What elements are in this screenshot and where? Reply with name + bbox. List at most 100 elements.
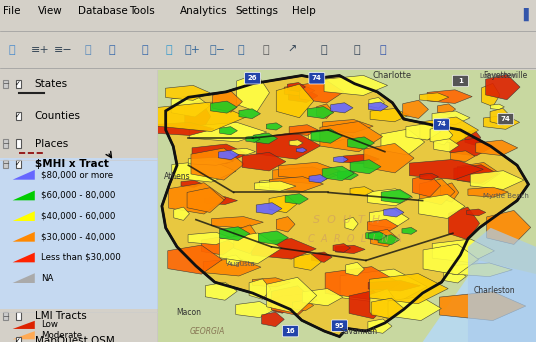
Text: Settings: Settings [236, 6, 279, 16]
Text: Help: Help [292, 6, 316, 16]
FancyBboxPatch shape [3, 140, 8, 148]
Polygon shape [419, 194, 465, 219]
Text: 📊: 📊 [380, 44, 386, 55]
Text: S  O  U  T  H: S O U T H [314, 215, 381, 225]
Polygon shape [457, 162, 500, 185]
FancyBboxPatch shape [434, 119, 450, 130]
Polygon shape [487, 210, 531, 245]
Polygon shape [369, 97, 384, 108]
Polygon shape [427, 90, 472, 103]
Polygon shape [402, 227, 417, 234]
Polygon shape [218, 150, 239, 160]
Polygon shape [185, 100, 211, 133]
Polygon shape [324, 75, 388, 95]
Text: ✓: ✓ [15, 81, 21, 87]
Polygon shape [344, 154, 379, 164]
Text: Moderate: Moderate [41, 331, 82, 340]
Polygon shape [440, 292, 526, 320]
Text: 26: 26 [248, 75, 257, 81]
Text: 🔍: 🔍 [238, 44, 244, 55]
Polygon shape [370, 229, 398, 247]
Text: Athens: Athens [163, 172, 190, 181]
FancyBboxPatch shape [332, 320, 347, 331]
Polygon shape [259, 180, 288, 188]
Polygon shape [423, 244, 479, 275]
Polygon shape [322, 120, 373, 133]
Text: 💾: 💾 [353, 44, 360, 55]
Text: Fayetteville: Fayetteville [483, 71, 528, 80]
Polygon shape [322, 166, 354, 181]
Polygon shape [13, 321, 35, 329]
Polygon shape [266, 123, 282, 130]
Text: 16: 16 [286, 328, 295, 334]
Polygon shape [13, 252, 35, 262]
Polygon shape [289, 140, 303, 146]
Polygon shape [367, 219, 398, 233]
Polygon shape [369, 274, 448, 304]
Polygon shape [403, 100, 428, 118]
FancyBboxPatch shape [16, 140, 20, 148]
Text: 1: 1 [458, 78, 463, 84]
Polygon shape [378, 235, 400, 245]
Text: ≡+: ≡+ [31, 44, 49, 55]
Polygon shape [369, 209, 409, 228]
Polygon shape [192, 144, 248, 164]
Text: NA: NA [41, 274, 54, 282]
FancyBboxPatch shape [3, 312, 8, 320]
Polygon shape [311, 129, 343, 143]
Text: 👣: 👣 [321, 44, 327, 55]
Polygon shape [371, 298, 404, 319]
Text: Charleston: Charleston [474, 286, 515, 295]
Text: $80,000 or more: $80,000 or more [41, 170, 113, 179]
Polygon shape [370, 289, 398, 318]
Polygon shape [288, 89, 318, 103]
Text: −: − [2, 79, 9, 88]
Polygon shape [203, 258, 261, 276]
Polygon shape [211, 216, 263, 228]
Text: Lumberton: Lumberton [479, 73, 517, 79]
Text: ✓: ✓ [15, 338, 21, 342]
Polygon shape [413, 174, 441, 197]
Polygon shape [350, 187, 374, 196]
Text: ✓: ✓ [15, 113, 21, 119]
Polygon shape [188, 157, 233, 165]
Polygon shape [172, 160, 236, 182]
Polygon shape [285, 194, 308, 204]
Polygon shape [255, 181, 296, 191]
Text: 95: 95 [334, 323, 344, 329]
Polygon shape [242, 152, 286, 171]
FancyBboxPatch shape [3, 80, 8, 88]
Polygon shape [246, 136, 260, 142]
Polygon shape [302, 289, 343, 306]
Polygon shape [284, 85, 315, 96]
Polygon shape [384, 208, 404, 217]
Polygon shape [470, 171, 524, 189]
Text: $60,000 - 80,000: $60,000 - 80,000 [41, 191, 115, 200]
Polygon shape [366, 231, 386, 240]
Polygon shape [370, 108, 410, 122]
Polygon shape [181, 180, 203, 187]
Text: 74: 74 [437, 121, 446, 128]
Polygon shape [202, 237, 236, 255]
Polygon shape [294, 254, 322, 270]
Polygon shape [169, 183, 226, 214]
Text: Tools: Tools [129, 6, 154, 16]
Polygon shape [258, 231, 288, 245]
Polygon shape [331, 103, 353, 113]
Text: Charlotte: Charlotte [373, 71, 412, 80]
Text: ↗: ↗ [287, 44, 297, 55]
Polygon shape [309, 175, 327, 183]
Polygon shape [13, 211, 35, 221]
Polygon shape [422, 261, 536, 342]
Polygon shape [227, 255, 242, 265]
Text: ✓: ✓ [15, 161, 21, 167]
Text: −: − [2, 139, 9, 148]
Polygon shape [333, 244, 351, 252]
Text: File: File [3, 6, 20, 16]
Text: Savannah: Savannah [339, 327, 377, 336]
Polygon shape [269, 195, 297, 213]
Polygon shape [320, 121, 383, 152]
Text: $30,000 - 40,000: $30,000 - 40,000 [41, 232, 115, 241]
Polygon shape [381, 189, 412, 203]
Polygon shape [257, 132, 321, 159]
